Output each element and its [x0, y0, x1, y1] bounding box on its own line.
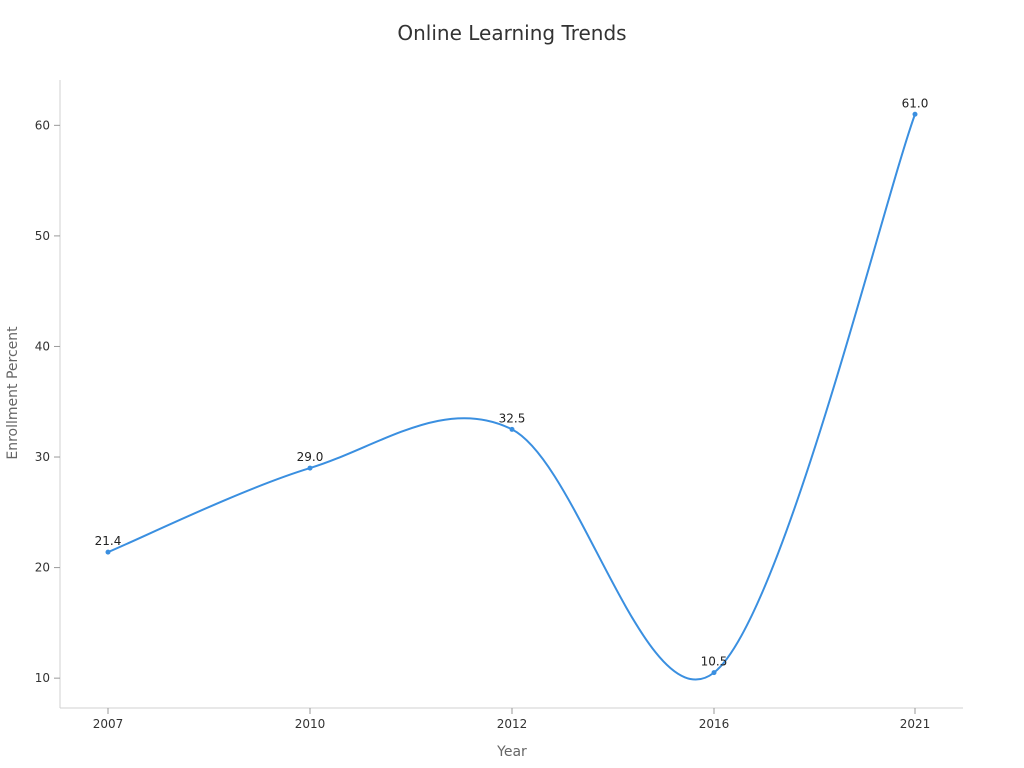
x-axis-ticks: 2007 2010 2012 2016 2021: [93, 708, 931, 731]
x-tick-label-4: 2021: [900, 717, 931, 731]
data-point-2007: [105, 549, 111, 555]
data-label-2016: 10.5: [701, 655, 728, 669]
y-tick-label-1: 20: [35, 561, 50, 575]
y-axis-label: Enrollment Percent: [5, 326, 21, 460]
y-tick-label-0: 10: [35, 671, 50, 685]
data-point-2016: [711, 670, 717, 676]
data-points: [105, 111, 918, 676]
data-point-2021: [912, 111, 918, 117]
series-line: [107, 113, 916, 681]
chart-title: Online Learning Trends: [397, 21, 626, 45]
data-labels: 21.4 29.0 32.5 10.5 61.0: [95, 96, 929, 668]
data-label-2010: 29.0: [297, 450, 324, 464]
x-tick-label-2: 2012: [497, 717, 528, 731]
x-tick-label-3: 2016: [699, 717, 730, 731]
data-label-2007: 21.4: [95, 534, 122, 548]
y-tick-label-5: 60: [35, 118, 50, 132]
y-axis-ticks: 10 20 30 40 50 60: [35, 118, 60, 685]
data-point-2010: [307, 465, 313, 471]
x-tick-label-1: 2010: [295, 717, 326, 731]
x-axis-label: Year: [496, 744, 527, 760]
y-tick-label-3: 40: [35, 339, 50, 353]
data-label-2012: 32.5: [499, 411, 526, 425]
data-point-2012: [509, 426, 515, 432]
x-tick-label-0: 2007: [93, 717, 124, 731]
y-tick-label-2: 30: [35, 450, 50, 464]
data-label-2021: 61.0: [902, 96, 929, 110]
y-tick-label-4: 50: [35, 229, 50, 243]
